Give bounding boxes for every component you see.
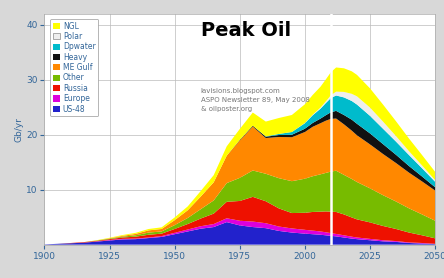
Y-axis label: Gb/yr: Gb/yr: [14, 117, 23, 142]
Legend: NGL, Polar, Dpwater, Heavy, ME Gulf, Other, Russia, Europe, US-48: NGL, Polar, Dpwater, Heavy, ME Gulf, Oth…: [50, 19, 98, 116]
Text: lavisions.blogspot.com
ASPO Newsletter 89, May 2008
& oilposter.org: lavisions.blogspot.com ASPO Newsletter 8…: [201, 88, 309, 112]
Text: Peak Oil: Peak Oil: [201, 21, 291, 40]
